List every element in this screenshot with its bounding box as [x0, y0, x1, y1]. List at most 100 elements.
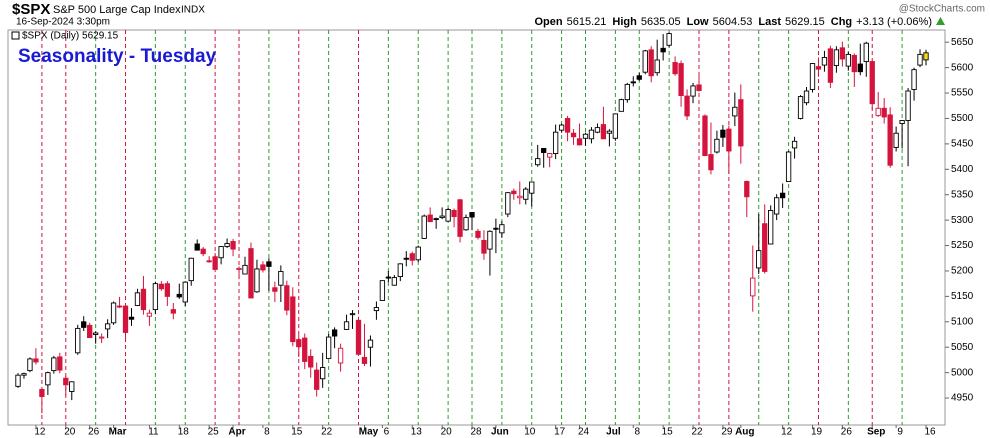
y-tick-label: 5500	[951, 113, 974, 124]
timestamp: 16-Sep-2024 3:30pm	[16, 17, 110, 28]
candle-body	[302, 337, 308, 362]
x-tick-label: 26	[841, 427, 853, 438]
candle-body	[146, 312, 153, 317]
candle-body	[714, 138, 720, 153]
season-lines	[41, 30, 903, 425]
candle-body	[648, 49, 654, 77]
x-tick-label: Mar	[109, 427, 127, 438]
x-tick-label: 25	[208, 427, 220, 438]
candle-body	[839, 47, 846, 60]
chart-title: Seasonality - Tuesday	[18, 46, 217, 67]
candle-body	[218, 246, 224, 259]
x-tick-label: Sep	[867, 427, 885, 438]
candle-body	[51, 357, 57, 372]
candle-body	[481, 240, 487, 254]
x-tick-label: 18	[178, 427, 190, 438]
candle-body	[672, 62, 678, 75]
candle-body	[308, 355, 314, 368]
candle-body	[845, 53, 851, 67]
candle-body	[439, 215, 445, 219]
candle-body	[684, 95, 690, 117]
candle-body	[296, 339, 302, 348]
candle-body	[254, 268, 260, 293]
candle-body	[636, 75, 642, 80]
candle-body	[451, 210, 457, 218]
candle-body	[242, 264, 248, 275]
candle-body	[744, 181, 750, 198]
candle-body	[899, 120, 905, 124]
y-tick-label: 4950	[951, 393, 974, 404]
candle-body	[433, 218, 439, 221]
candle-body	[75, 327, 81, 354]
y-tick-label: 5600	[951, 62, 974, 73]
candle-body	[917, 53, 923, 66]
candle-body	[541, 147, 547, 153]
y-tick-label: 5100	[951, 316, 974, 327]
candle-body	[821, 57, 828, 66]
x-tick-label: 11	[148, 427, 159, 438]
legend: $SPX (Daily) 5629.15	[22, 31, 119, 42]
candle-body	[63, 377, 69, 386]
candle-body	[81, 321, 87, 328]
y-tick-label: 5050	[951, 342, 974, 353]
x-tick-label: 16	[924, 427, 936, 438]
x-tick-label: 22	[691, 427, 703, 438]
quote-value: 5629.15	[785, 16, 825, 28]
candle-body	[827, 48, 834, 83]
candle-body	[630, 81, 636, 84]
candle-body	[15, 374, 21, 387]
x-tick-label: 12	[34, 427, 46, 438]
candle-body	[110, 302, 117, 324]
candle-body	[768, 210, 774, 245]
x-tick-label: 26	[88, 427, 100, 438]
candle-body	[851, 54, 857, 73]
candle-body	[558, 124, 565, 131]
candle-body	[93, 332, 99, 335]
x-tick-label: Jul	[606, 427, 621, 438]
candle-body	[857, 63, 863, 73]
candle-body	[158, 283, 165, 290]
candle-body	[194, 243, 200, 251]
candle-body	[272, 287, 278, 292]
symbol: $SPX	[12, 1, 50, 18]
candle-body	[535, 158, 541, 166]
candle-body	[642, 50, 648, 73]
quote-label: Open	[535, 16, 563, 28]
x-tick-label: 9	[897, 427, 903, 438]
candle-body	[756, 250, 762, 269]
candle-body	[373, 307, 380, 312]
candle-body	[696, 84, 702, 91]
quote-label: Low	[687, 16, 709, 28]
candle-body	[27, 358, 33, 372]
candle-body	[104, 323, 111, 330]
candle-body	[893, 132, 899, 148]
quote-value: 5604.53	[713, 16, 753, 28]
candle-body	[594, 127, 601, 133]
candle-body	[385, 276, 392, 279]
candle-body	[331, 329, 338, 337]
candle-body	[206, 260, 212, 263]
candle-body	[367, 339, 374, 348]
candle-body	[869, 61, 875, 105]
candle-body	[134, 292, 141, 306]
candle-body	[738, 99, 744, 147]
candle-body	[260, 264, 266, 271]
candle-body	[475, 230, 481, 238]
candle-body	[325, 336, 332, 359]
candle-body	[803, 90, 810, 104]
candle-body	[39, 388, 45, 397]
candle-body	[774, 197, 780, 215]
y-tick-label: 5350	[951, 189, 974, 200]
x-tick-label: Apr	[228, 427, 245, 438]
candle-body	[116, 305, 123, 308]
candle-body	[343, 321, 350, 330]
candle-body	[33, 358, 39, 363]
candle-body	[391, 277, 397, 286]
candle-body	[403, 257, 409, 260]
candle-body	[290, 296, 296, 343]
candle-body	[415, 246, 421, 261]
candle-body	[911, 69, 917, 90]
quote-label: Chg	[831, 16, 852, 28]
candle-body	[69, 381, 75, 392]
x-tick-label: 28	[470, 427, 482, 438]
